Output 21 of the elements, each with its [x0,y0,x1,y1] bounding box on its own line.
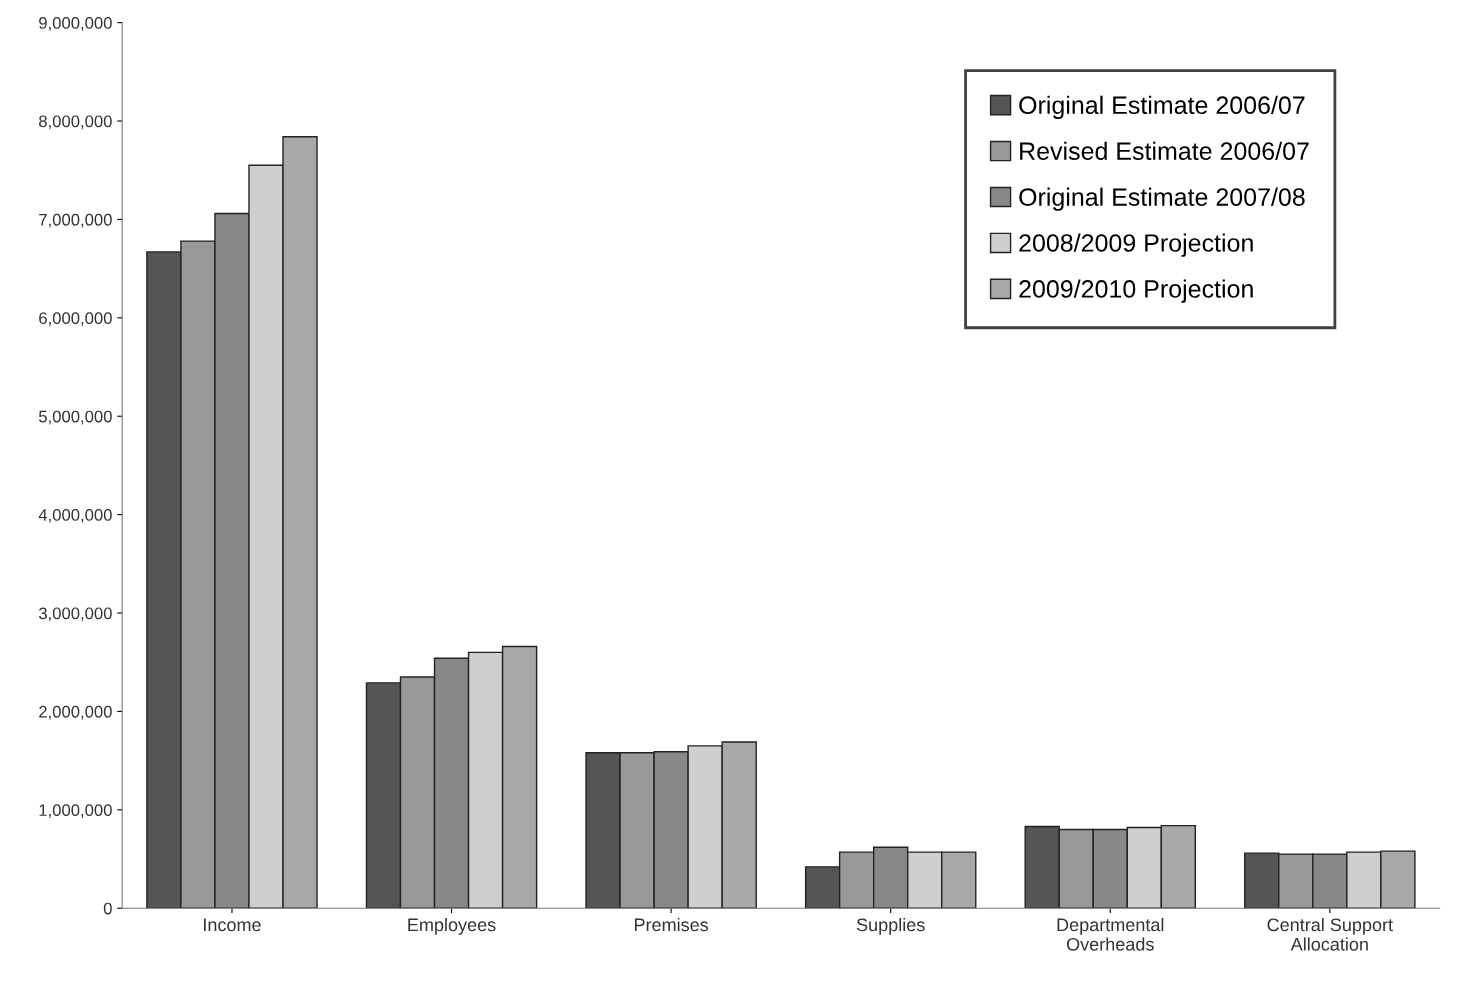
y-tick-label: 5,000,000 [38,410,112,425]
legend-label: 2008/2009 Projection [1019,233,1253,257]
y-tick-label: 8,000,000 [39,115,112,130]
y-tick-label: 3,000,000 [38,607,112,622]
x-tick-label: Supplies [856,917,925,935]
y-tick-label: 2,000,000 [39,705,112,720]
x-tick-label: Central Support Allocation [1267,917,1393,951]
y-tick-label: 0 [103,902,112,915]
x-tick-label: Employees [408,917,496,935]
y-tick-label: 7,000,000 [39,213,112,228]
legend-label: Original Estimate 2006/07 [1019,95,1305,119]
x-tick-label: Departmental Overheads [1057,917,1164,951]
y-tick-label: 4,000,000 [38,509,112,523]
legend-label: Revised Estimate 2006/07 [1020,141,1309,160]
legend-label: Original Estimate 2007/08 [1019,187,1305,211]
y-tick-label: 1,000,000 [39,804,112,818]
x-tick-label: Premises [634,917,709,932]
x-tick-label: Income [204,918,261,932]
y-tick-label: 9,000,000 [39,17,112,31]
legend-label: 2009/2010 Projection [1019,279,1253,303]
y-tick-label: 6,000,000 [39,312,112,326]
